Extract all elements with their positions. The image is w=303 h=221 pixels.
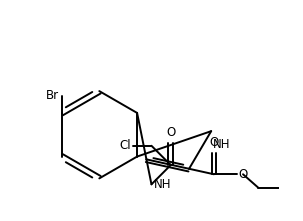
Text: O: O: [239, 168, 248, 181]
Text: NH: NH: [213, 138, 231, 151]
Text: Cl: Cl: [120, 139, 132, 152]
Text: Br: Br: [46, 90, 59, 103]
Text: NH: NH: [154, 178, 171, 191]
Text: O: O: [166, 126, 175, 139]
Text: O: O: [209, 136, 218, 149]
